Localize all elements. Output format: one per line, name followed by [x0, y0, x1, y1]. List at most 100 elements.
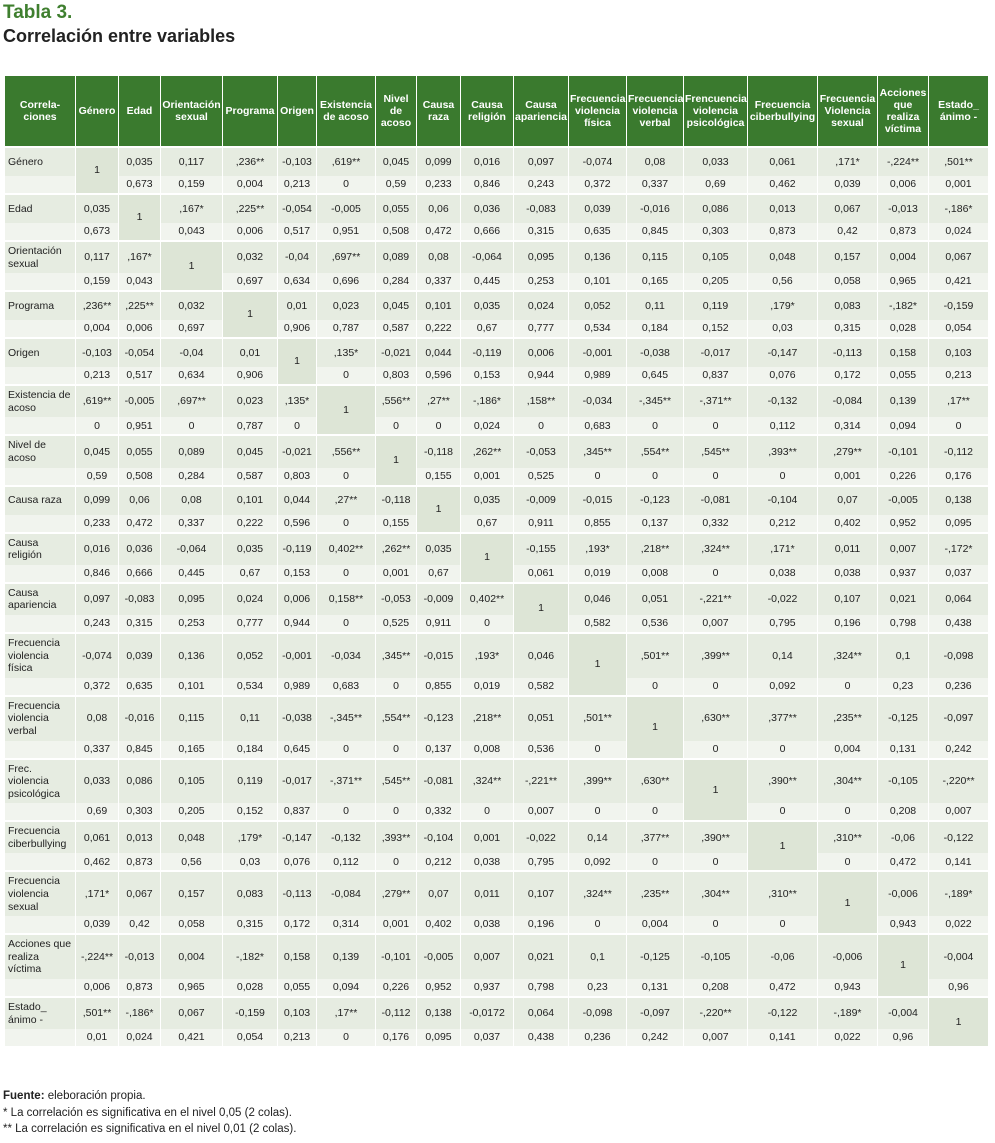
correlation-cell: ,193* — [568, 531, 627, 565]
correlation-cell: 0,01 — [277, 290, 317, 321]
p-value-cell: 0,038 — [460, 916, 514, 935]
p-value-cell: 0,787 — [316, 320, 376, 339]
correlation-cell: 0,158** — [316, 581, 376, 615]
correlation-cell: ,262** — [460, 434, 514, 468]
correlation-cell: -0,04 — [277, 239, 317, 274]
p-value-cell: 0 — [316, 467, 376, 486]
correlation-cell: ,556** — [316, 434, 376, 468]
correlation-cell: -,371** — [316, 757, 376, 804]
p-value-cell: 0,076 — [277, 853, 317, 872]
correlation-cell: -0,001 — [277, 631, 317, 678]
table-row-significance: 0 0,951 0 0,787 0 0 0 0,024 0 0,683 0 0 0,112 0,314 0,… — [4, 417, 989, 436]
diagonal-cell: 1 — [568, 631, 627, 696]
p-value-cell: 0,196 — [513, 916, 569, 935]
correlation-cell: -0,118 — [375, 484, 417, 515]
row-label: Causa religión — [4, 531, 76, 565]
diagonal-cell: 1 — [316, 384, 376, 436]
p-value-cell: 0,141 — [747, 1029, 818, 1047]
p-value-cell: 0,795 — [747, 614, 818, 633]
footnote-significance-001: ** La correlación es significativa en el… — [3, 1123, 297, 1135]
p-value-cell: 0 — [683, 740, 748, 759]
p-value-cell: 0,315 — [817, 320, 878, 339]
correlation-cell: -0,054 — [277, 193, 317, 223]
p-value-cell: 0,024 — [928, 223, 989, 241]
correlation-cell: 0,001 — [460, 820, 514, 854]
correlation-cell: 0,036 — [118, 531, 161, 565]
p-value-cell: 0,055 — [277, 979, 317, 998]
p-value-cell: 0,666 — [460, 223, 514, 241]
correlation-cell: -,189* — [817, 996, 878, 1030]
p-value-cell: 0 — [683, 467, 748, 486]
p-value-cell: 0 — [928, 417, 989, 436]
column-header: Frecuencia violencia física — [568, 75, 627, 148]
column-header: Origen — [277, 75, 317, 148]
p-value-cell: 0,222 — [416, 320, 461, 339]
p-value-cell: 0,101 — [160, 677, 223, 696]
correlation-cell: 0,138 — [928, 484, 989, 515]
correlation-cell: ,345** — [568, 434, 627, 468]
p-value-cell: 0,039 — [817, 176, 878, 194]
p-value-cell: 0,697 — [222, 273, 278, 292]
diagonal-cell: 1 — [747, 820, 818, 872]
correlation-cell: ,27** — [416, 384, 461, 418]
table-row-significance: 0,846 0,666 0,445 0,67 0,153 0 0,001 0,67 0,061 0… — [4, 564, 989, 583]
p-value-cell: 0,42 — [118, 916, 161, 935]
correlation-cell: -0,083 — [118, 581, 161, 615]
correlation-cell: ,630** — [683, 694, 748, 741]
row-label: Frecuencia violencia sexual — [4, 870, 76, 917]
p-value-cell: 0,634 — [277, 273, 317, 292]
correlation-cell: 0,067 — [817, 193, 878, 223]
p-value-cell: 0 — [626, 853, 684, 872]
p-value-cell: 0,141 — [928, 853, 989, 872]
correlation-cell: 0,033 — [75, 757, 119, 804]
correlation-cell: 0,006 — [277, 581, 317, 615]
diagonal-cell: 1 — [75, 146, 119, 194]
p-value-cell: 0,635 — [568, 223, 627, 241]
correlation-cell: -0,021 — [277, 434, 317, 468]
correlation-cell: -0,005 — [416, 933, 461, 980]
p-value-cell: 0,873 — [747, 223, 818, 241]
table-row-correlation: Frecuencia violencia física -0,074 0,039 0,… — [4, 631, 989, 696]
p-value-cell: 0,696 — [316, 273, 376, 292]
p-value-cell: 0 — [460, 803, 514, 822]
correlation-cell: ,554** — [626, 434, 684, 468]
p-value-cell: 0,303 — [118, 803, 161, 822]
p-value-cell: 0,236 — [928, 677, 989, 696]
p-value-cell: 0,315 — [118, 614, 161, 633]
p-value-cell: 0 — [626, 677, 684, 696]
p-value-cell: 0,165 — [626, 273, 684, 292]
p-value-cell: 0 — [316, 740, 376, 759]
p-value-cell: 0,943 — [877, 916, 929, 935]
p-value-cell: 0,798 — [877, 614, 929, 633]
table-row-correlation: Frecuencia ciberbullying 0,061 0,013 0,048,… — [4, 820, 989, 872]
empty-cell — [4, 564, 76, 583]
table-row-significance: 0,673 0,043 0,006 0,517 0,951 0,508 0,472 0,666… — [4, 223, 989, 241]
correlation-cell: 0,035 — [222, 531, 278, 565]
p-value-cell: 0,846 — [75, 564, 119, 583]
correlation-cell: -0,005 — [118, 384, 161, 418]
column-header: Causa religión — [460, 75, 514, 148]
correlation-cell: ,171* — [747, 531, 818, 565]
p-value-cell: 0,236 — [568, 1029, 627, 1047]
p-value-cell: 0,952 — [877, 514, 929, 533]
diagonal-cell: 1 — [160, 239, 223, 292]
correlation-cell: ,324** — [817, 631, 878, 678]
empty-cell — [4, 176, 76, 194]
correlation-cell: 0,136 — [568, 239, 627, 274]
correlation-cell: 0,105 — [160, 757, 223, 804]
correlation-cell: -0,034 — [568, 384, 627, 418]
p-value-cell: 0,56 — [160, 853, 223, 872]
p-value-cell: 0,645 — [626, 367, 684, 386]
correlation-cell: ,171* — [817, 146, 878, 176]
p-value-cell: 0,438 — [928, 614, 989, 633]
p-value-cell: 0,666 — [118, 564, 161, 583]
table-row-significance: 0,006 0,873 0,965 0,028 0,055 0,094 0,226 0,952… — [4, 979, 989, 998]
table-row-correlation: Programa ,236** ,225** 0,032 1 0,01 0,023 0,045… — [4, 290, 989, 339]
p-value-cell: 0,039 — [75, 916, 119, 935]
p-value-cell: 0,303 — [683, 223, 748, 241]
p-value-cell: 0,837 — [683, 367, 748, 386]
correlation-cell: ,390** — [683, 820, 748, 854]
table-row-correlation: Frecuencia violencia sexual ,171* 0,067 0,1… — [4, 870, 989, 935]
p-value-cell: 0,242 — [626, 1029, 684, 1047]
p-value-cell: 0,525 — [375, 614, 417, 633]
